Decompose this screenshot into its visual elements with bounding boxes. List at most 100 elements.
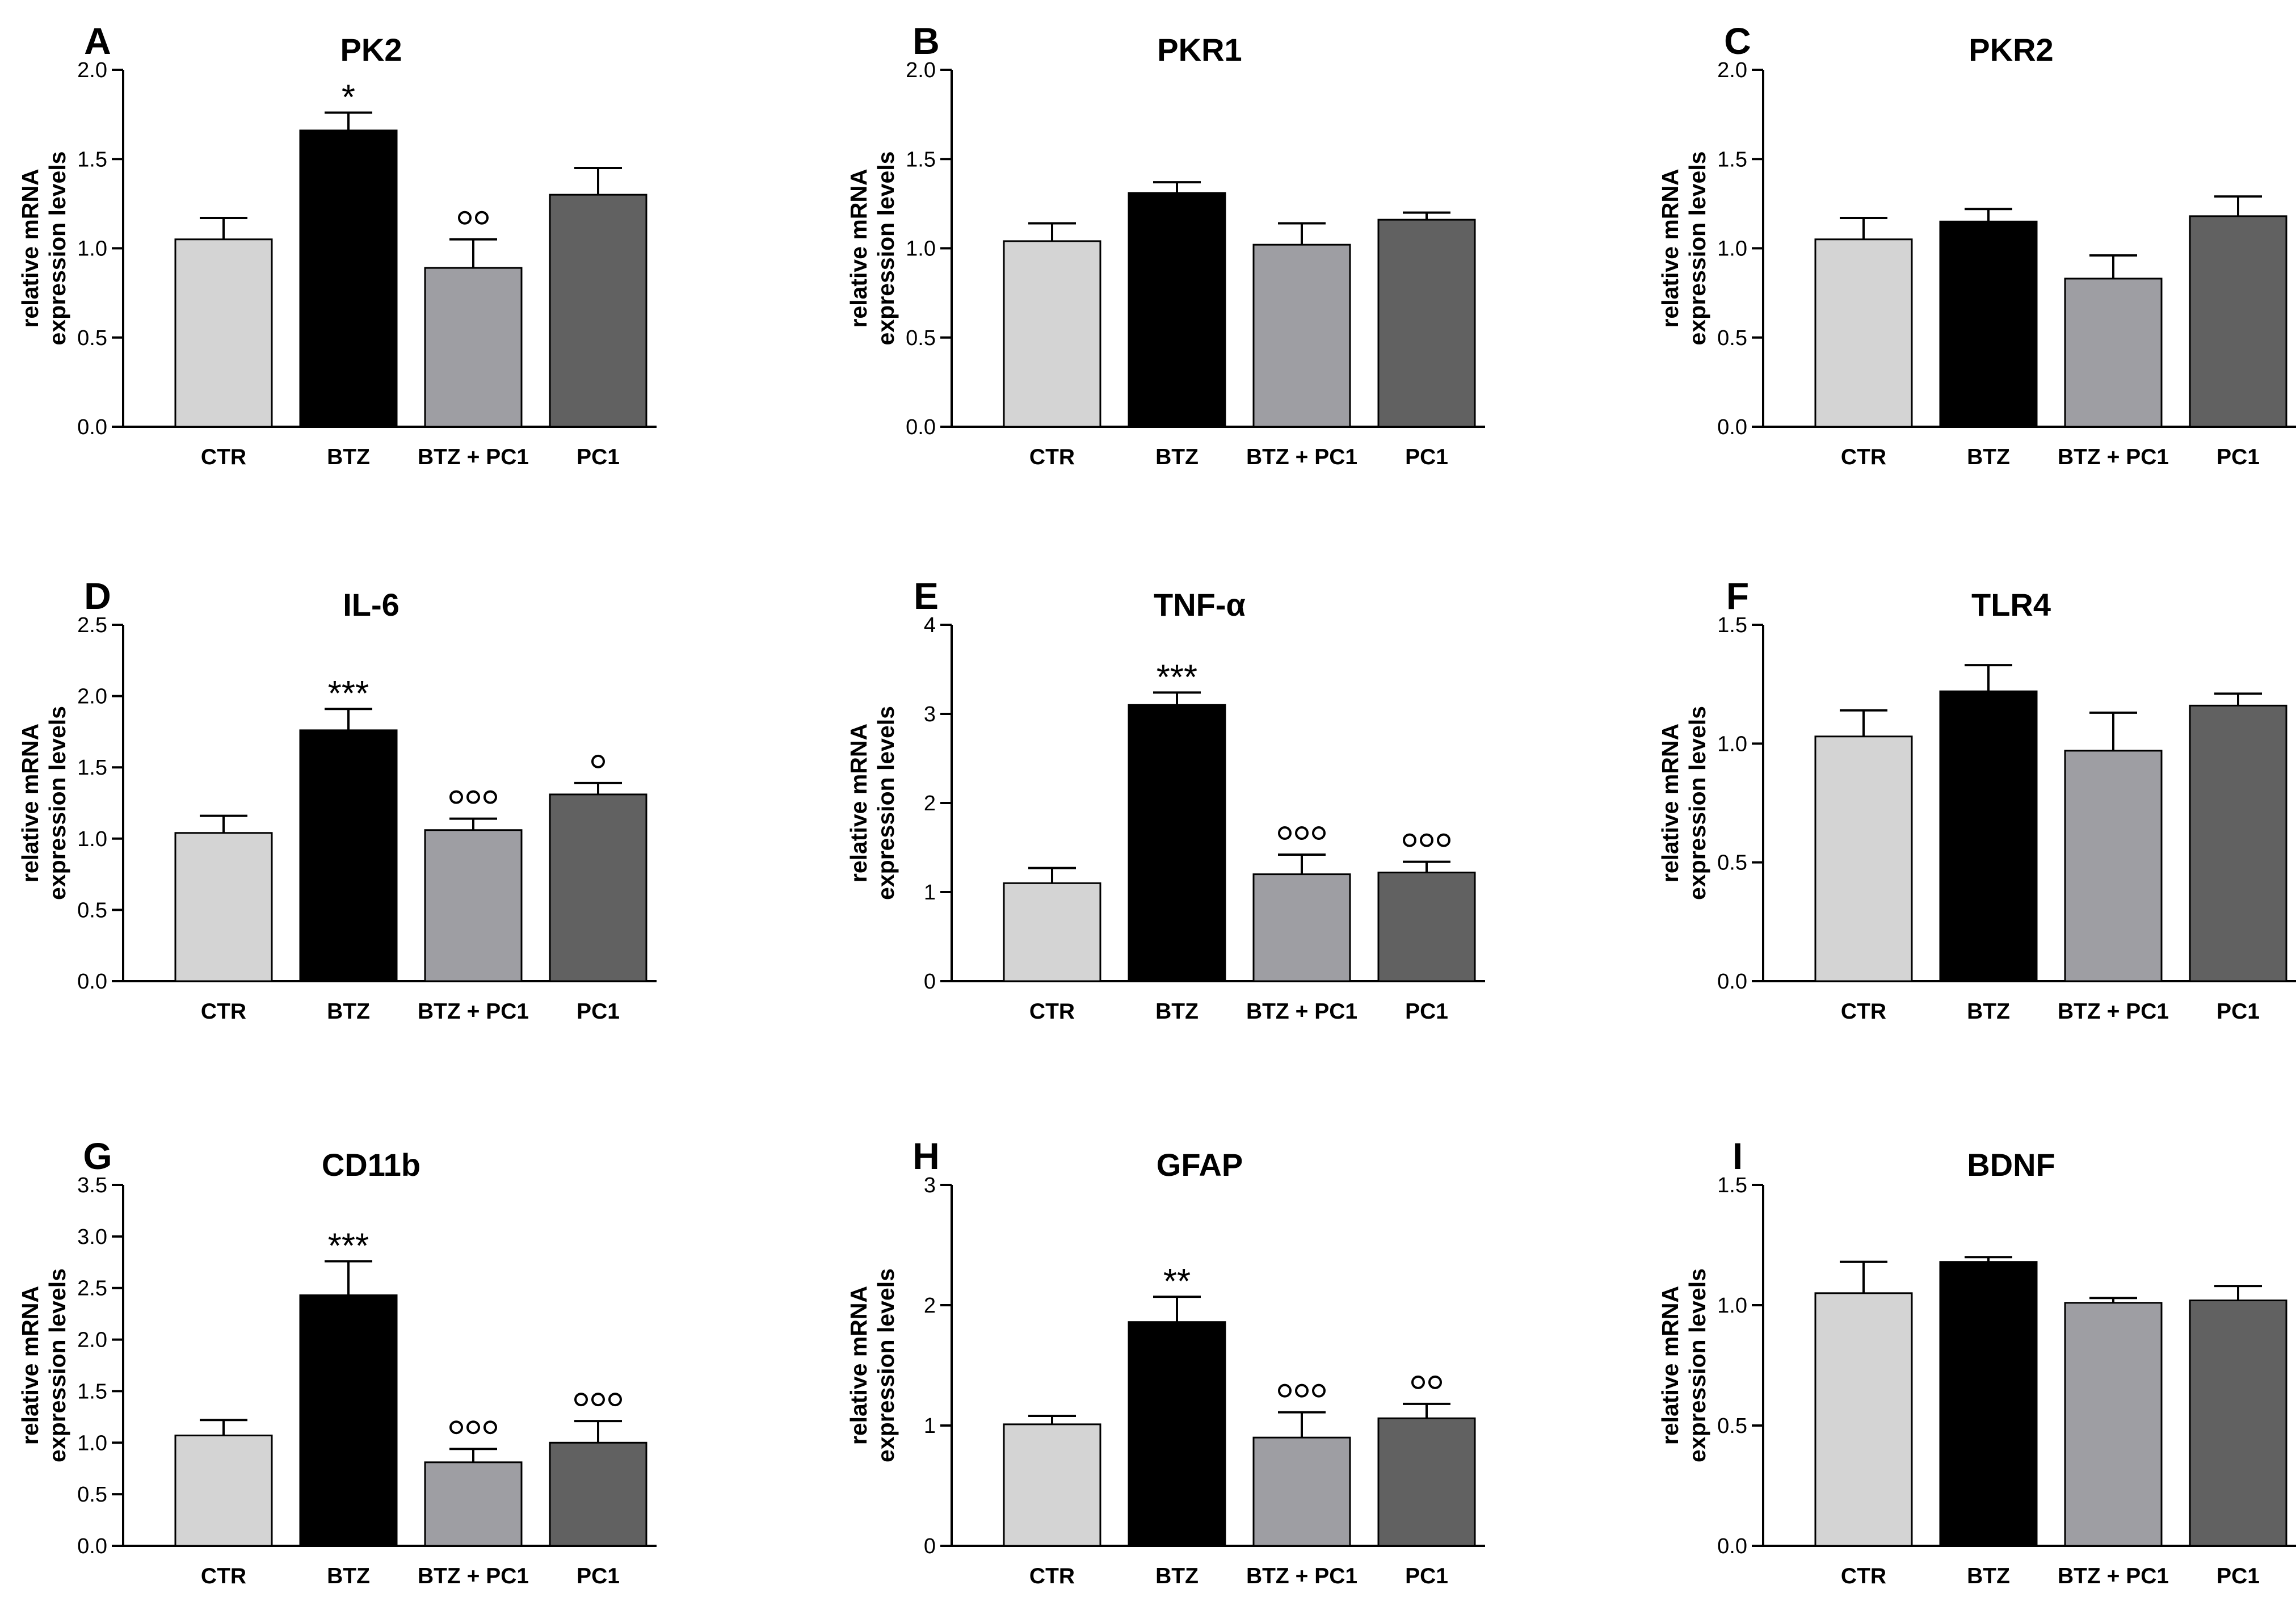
y-axis-label: relative mRNAexpression levels xyxy=(17,152,70,346)
bar-pc1 xyxy=(549,793,647,982)
bar-btz-pc1 xyxy=(1252,873,1351,982)
y-tick-label: 0.5 xyxy=(1717,851,1747,875)
y-axis-label: relative mRNAexpression levels xyxy=(1657,152,1710,346)
bar-ctr xyxy=(1003,1423,1101,1547)
x-tick-label: BTZ + PC1 xyxy=(2058,1564,2169,1588)
significance-circle xyxy=(1278,826,1292,840)
significance-circle xyxy=(1278,1384,1292,1398)
y-tick-label: 2.0 xyxy=(1717,58,1747,82)
y-tick-label: 0.5 xyxy=(77,1483,107,1507)
bar-pc1 xyxy=(2189,704,2287,982)
y-tick-label: 2.0 xyxy=(77,685,107,709)
x-tick-label: PC1 xyxy=(2217,445,2260,469)
y-tick-label: 1.0 xyxy=(77,237,107,261)
y-tick-label: 1.5 xyxy=(77,756,107,780)
significance-circle xyxy=(466,1420,480,1435)
x-tick-label: BTZ + PC1 xyxy=(2058,999,2169,1024)
y-tick-label: 0.5 xyxy=(77,326,107,350)
significance-marker xyxy=(591,754,605,768)
y-tick-label: 2.5 xyxy=(77,1277,107,1301)
bar-btz-pc1 xyxy=(1252,1436,1351,1547)
bar-btz xyxy=(1939,690,2038,982)
chart-title: GFAP xyxy=(1157,1147,1243,1183)
significance-circle xyxy=(1295,1384,1309,1398)
panel-letter: H xyxy=(912,1135,940,1177)
x-tick-label: BTZ xyxy=(1967,1564,2010,1588)
significance-circle xyxy=(1403,833,1416,847)
y-tick-label: 0 xyxy=(924,1534,936,1558)
bar-pc1 xyxy=(549,1441,647,1547)
significance-circle xyxy=(1411,1375,1425,1389)
bar-ctr xyxy=(174,1435,273,1547)
significance-circle xyxy=(458,211,472,225)
y-axis-label: relative mRNAexpression levels xyxy=(1657,706,1710,900)
x-tick-label: PC1 xyxy=(2217,1564,2260,1588)
bar-btz-pc1 xyxy=(2064,1302,2163,1547)
y-axis-label: relative mRNAexpression levels xyxy=(846,706,899,900)
significance-circle xyxy=(475,211,489,225)
y-tick-label: 1.0 xyxy=(77,1431,107,1455)
significance-circle xyxy=(1312,1384,1326,1398)
y-tick-label: 2.0 xyxy=(906,58,936,82)
y-axis-label: relative mRNAexpression levels xyxy=(17,706,70,900)
y-tick-label: 0.0 xyxy=(906,415,936,439)
significance-marker xyxy=(1411,1375,1442,1389)
x-tick-label: BTZ xyxy=(1967,445,2010,469)
significance-circle xyxy=(466,790,480,804)
y-tick-label: 1.5 xyxy=(1717,613,1747,637)
bar-ctr xyxy=(1003,882,1101,982)
significance-marker xyxy=(1278,1384,1326,1398)
significance-marker xyxy=(449,790,497,804)
chart-panel-g: G CD11b relative mRNAexpression levels 0.0 0… xyxy=(17,1135,657,1588)
x-tick-label: BTZ xyxy=(1155,999,1199,1024)
significance-circle xyxy=(574,1393,588,1407)
bar-btz xyxy=(299,129,398,428)
y-tick-label: 1.5 xyxy=(77,148,107,171)
x-tick-label: PC1 xyxy=(577,999,620,1024)
bar-btz-pc1 xyxy=(424,267,523,428)
x-tick-label: PC1 xyxy=(1405,999,1448,1024)
chart-panel-d: D IL-6 relative mRNAexpression levels 0.0 0.… xyxy=(17,575,657,1024)
x-tick-label: BTZ xyxy=(1155,1564,1199,1588)
panel-letter: G xyxy=(83,1135,112,1177)
y-tick-label: 1.0 xyxy=(906,237,936,261)
bar-btz-pc1 xyxy=(1252,243,1351,428)
y-tick-label: 0.0 xyxy=(77,1534,107,1558)
significance-circle xyxy=(449,1420,463,1435)
x-tick-label: BTZ + PC1 xyxy=(2058,445,2169,469)
bar-btz-pc1 xyxy=(424,829,523,982)
y-tick-label: 1.5 xyxy=(1717,148,1747,171)
y-tick-label: 1.0 xyxy=(77,827,107,851)
bar-pc1 xyxy=(1377,218,1476,428)
bar-ctr xyxy=(174,238,273,428)
bar-btz xyxy=(1128,704,1226,982)
chart-title: TLR4 xyxy=(1971,587,2051,623)
x-tick-label: CTR xyxy=(201,999,246,1024)
y-tick-label: 2.0 xyxy=(77,1328,107,1352)
bar-btz xyxy=(299,1294,398,1547)
significance-circle xyxy=(591,1393,605,1407)
x-tick-label: CTR xyxy=(1841,999,1886,1024)
bar-btz-pc1 xyxy=(2064,277,2163,428)
significance-marker: ** xyxy=(1163,1262,1191,1301)
significance-marker xyxy=(449,1420,497,1435)
significance-circle xyxy=(1428,1375,1442,1389)
x-tick-label: BTZ + PC1 xyxy=(418,445,529,469)
x-tick-label: BTZ xyxy=(1155,445,1199,469)
y-axis-label: relative mRNAexpression levels xyxy=(846,1268,899,1462)
bar-btz xyxy=(299,729,398,982)
bar-pc1 xyxy=(1377,871,1476,982)
chart-panel-f: F TLR4 relative mRNAexpression levels 0.0 0.… xyxy=(1657,575,2296,1024)
x-tick-label: CTR xyxy=(1841,445,1886,469)
y-tick-label: 3.5 xyxy=(77,1174,107,1197)
bar-btz-pc1 xyxy=(424,1461,523,1547)
significance-circle xyxy=(483,1420,497,1435)
chart-panel-a: A PK2 relative mRNAexpression levels 0.0 0.5… xyxy=(17,20,657,469)
y-tick-label: 3 xyxy=(924,1174,936,1197)
significance-marker: *** xyxy=(1157,658,1197,697)
x-tick-label: CTR xyxy=(1029,445,1075,469)
y-tick-label: 1.0 xyxy=(1717,237,1747,261)
y-tick-label: 0.0 xyxy=(77,970,107,994)
significance-marker xyxy=(458,211,489,225)
x-tick-label: BTZ + PC1 xyxy=(418,1564,529,1588)
